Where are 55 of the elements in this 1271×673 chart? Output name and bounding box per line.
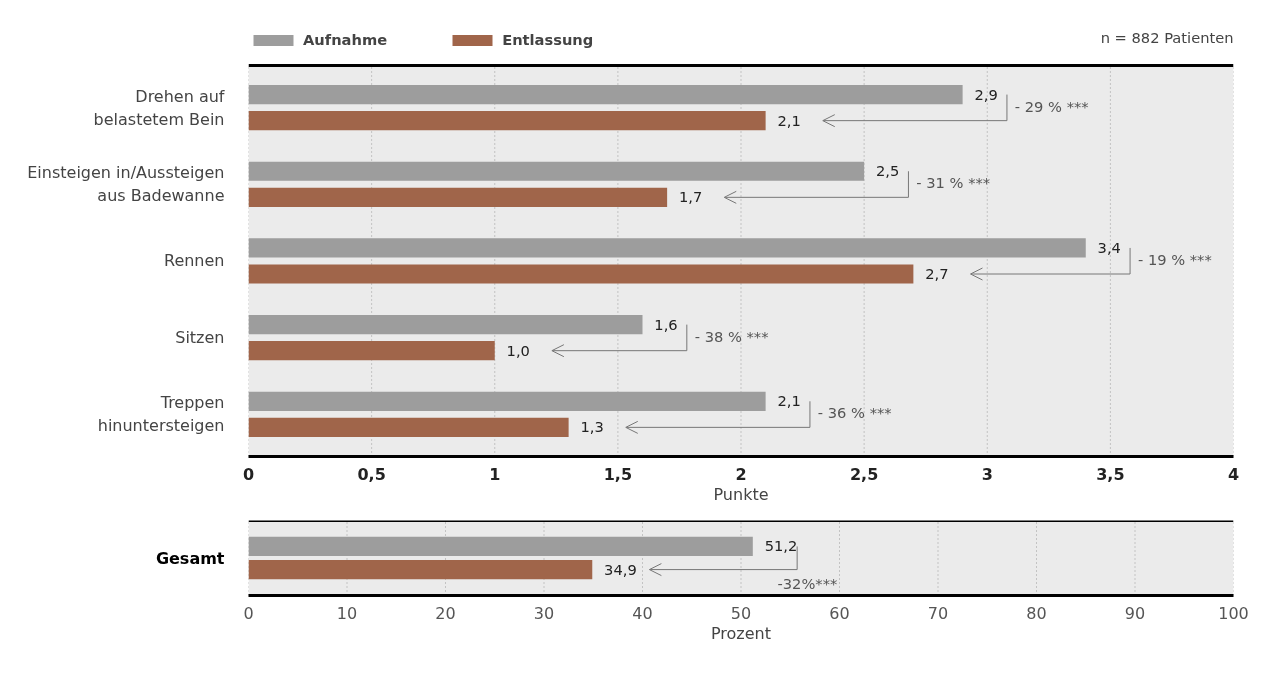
data-label: 34,9 xyxy=(604,560,637,578)
x-axis-title: Prozent xyxy=(710,623,772,643)
x-tick-label: 2,5 xyxy=(849,464,879,484)
x-tick-label: 40 xyxy=(632,603,653,623)
y-tick-label: Drehen auf belastetem Bein xyxy=(93,86,225,129)
bar xyxy=(248,315,643,335)
x-tick-label: 60 xyxy=(829,603,850,623)
bar xyxy=(248,417,569,437)
x-tick-label: 20 xyxy=(435,603,456,623)
annotation: - 29 % *** xyxy=(1014,97,1089,115)
y-tick-label: Rennen xyxy=(163,251,225,271)
x-tick-label: 70 xyxy=(927,603,949,623)
data-label: 1,0 xyxy=(506,341,530,359)
x-tick-label: 0,5 xyxy=(357,464,386,484)
x-tick-label: 10 xyxy=(336,603,358,623)
x-tick-label: 0 xyxy=(242,464,255,484)
annotation: - 31 % *** xyxy=(916,174,991,192)
y-tick-label: Treppen hinuntersteigen xyxy=(97,393,225,436)
x-tick-label: 1,5 xyxy=(603,464,633,484)
data-label: 51,2 xyxy=(764,537,798,555)
data-label: 2,9 xyxy=(974,85,998,103)
legend-label: Aufnahme xyxy=(303,31,388,48)
annotation: -32%*** xyxy=(777,574,838,592)
annotation: - 36 % *** xyxy=(817,404,892,422)
bar xyxy=(248,111,766,131)
annotation: - 19 % *** xyxy=(1137,250,1212,268)
x-tick-label: 50 xyxy=(730,603,752,623)
x-tick-label: 4 xyxy=(1227,464,1240,484)
x-tick-label: 2 xyxy=(735,464,747,484)
data-label: 1,3 xyxy=(580,418,604,436)
x-tick-label: 30 xyxy=(533,603,555,623)
annotation: - 38 % *** xyxy=(694,327,769,345)
bar xyxy=(248,264,914,284)
legend-label: Entlassung xyxy=(502,31,594,48)
data-label: 1,7 xyxy=(678,188,703,206)
y-tick-label: Einsteigen in/Aussteigen aus Badewanne xyxy=(27,163,225,206)
x-tick-label: 3 xyxy=(981,464,993,484)
bar xyxy=(248,187,668,207)
data-label: 3,4 xyxy=(1097,238,1121,256)
x-tick-label: 90 xyxy=(1124,603,1146,623)
x-tick-label: 80 xyxy=(1026,603,1047,623)
x-tick-label: 1 xyxy=(489,464,501,484)
bar xyxy=(248,341,495,361)
data-label: 2,5 xyxy=(875,162,900,180)
x-tick-label: 3,5 xyxy=(1096,464,1125,484)
chart-subtitle: n = 882 Patienten xyxy=(1100,28,1234,46)
data-label: 2,1 xyxy=(777,111,801,129)
x-tick-label: 0 xyxy=(243,603,254,623)
data-label: 1,6 xyxy=(654,315,678,333)
y-tick-label: Sitzen xyxy=(175,328,225,348)
y-tick-label: Gesamt xyxy=(155,548,225,568)
data-label: 2,7 xyxy=(925,265,949,283)
x-axis-title: Punkte xyxy=(713,484,769,504)
data-label: 2,1 xyxy=(777,392,801,410)
x-tick-label: 100 xyxy=(1218,603,1249,623)
